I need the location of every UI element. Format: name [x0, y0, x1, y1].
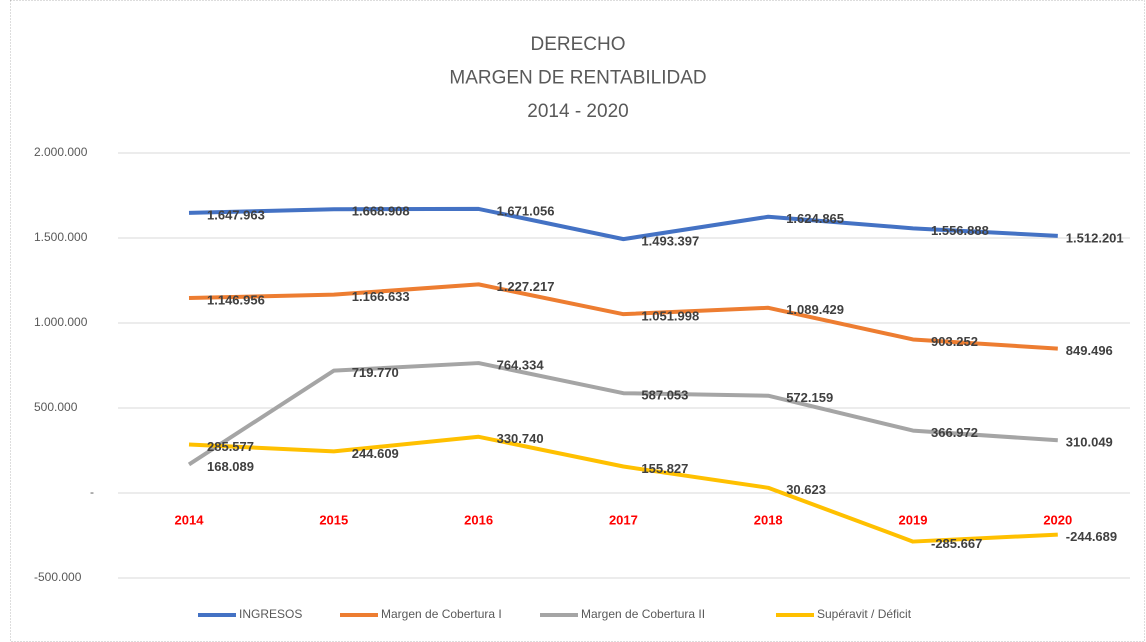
data-label: 572.159 [786, 390, 833, 405]
x-tick-label: 2017 [609, 512, 638, 527]
data-label: -285.667 [931, 536, 982, 551]
data-label: 1.493.397 [641, 234, 699, 249]
data-label: 1.051.998 [641, 309, 699, 324]
y-tick-label: -500.000 [34, 570, 82, 584]
data-label: 764.334 [497, 358, 545, 373]
chart-title: DERECHO [530, 34, 625, 55]
legend-label: INGRESOS [239, 607, 302, 621]
data-label: -244.689 [1066, 529, 1117, 544]
y-tick-label: 1.500.000 [34, 230, 88, 244]
data-label: 1.512.201 [1066, 230, 1124, 245]
data-label: 1.624.865 [786, 211, 844, 226]
data-label: 155.827 [641, 461, 688, 476]
legend-label: Margen de Cobertura II [581, 607, 705, 621]
chart-title: 2014 - 2020 [527, 101, 628, 122]
series-line [188, 434, 1058, 544]
x-tick-label: 2018 [754, 512, 783, 527]
data-label: 1.166.633 [352, 289, 410, 304]
data-label: 849.496 [1066, 343, 1113, 358]
x-tick-label: 2016 [464, 512, 493, 527]
data-label: 1.089.429 [786, 302, 844, 317]
y-tick-label: 500.000 [34, 400, 78, 414]
series-line [188, 282, 1058, 351]
legend-label: Margen de Cobertura I [381, 607, 502, 621]
data-label: 1.647.963 [207, 207, 265, 222]
x-tick-label: 2014 [175, 512, 205, 527]
y-tick-label: - [90, 485, 94, 499]
data-label: 1.668.908 [352, 204, 410, 219]
chart-title: MARGEN DE RENTABILIDAD [449, 68, 706, 89]
data-label: 1.146.956 [207, 292, 265, 307]
data-label: 366.972 [931, 425, 978, 440]
y-tick-label: 1.000.000 [34, 315, 88, 329]
data-label: 310.049 [1066, 435, 1113, 450]
data-label: 587.053 [641, 388, 688, 403]
data-label: 1.556.888 [931, 223, 989, 238]
x-tick-label: 2020 [1043, 512, 1072, 527]
data-label: 244.609 [352, 446, 399, 461]
series-line [188, 206, 1058, 242]
data-label: 1.227.217 [497, 279, 555, 294]
y-tick-label: 2.000.000 [34, 145, 88, 159]
frame [10, 0, 1145, 642]
series-line [187, 361, 1058, 467]
data-label: 30.623 [786, 482, 826, 497]
x-tick-label: 2015 [319, 512, 348, 527]
data-label: 719.770 [352, 365, 399, 380]
data-label: 903.252 [931, 334, 978, 349]
data-label: 285.577 [207, 439, 254, 454]
legend-label: Supéravit / Déficit [817, 607, 912, 621]
data-label: 1.671.056 [497, 203, 555, 218]
x-tick-label: 2019 [899, 512, 928, 527]
data-label: 168.089 [207, 459, 254, 474]
data-label: 330.740 [497, 431, 544, 446]
